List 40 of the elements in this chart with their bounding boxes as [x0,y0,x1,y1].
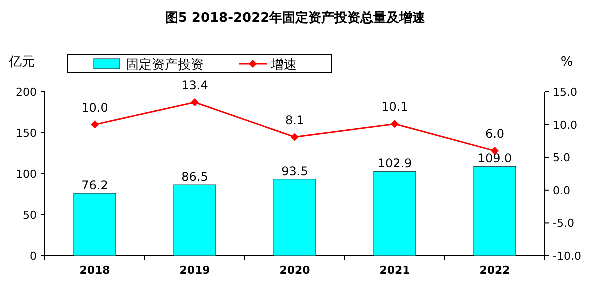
x-tick-label: 2021 [380,264,410,277]
y-tick-label: 200 [16,86,37,99]
data-label: 13.4 [182,78,208,92]
bar [74,193,116,256]
y-tick-label: 0 [30,250,37,263]
y-tick-label: 100 [16,168,37,181]
bar [474,166,516,256]
x-tick-label: 2022 [480,264,510,277]
y2-tick-label: 0.0 [553,184,570,198]
x-tick-label: 2019 [180,264,210,277]
x-tick-label: 2018 [80,264,110,277]
chart-title: 图5 2018-2022年固定资产投资总量及增速 [165,10,427,26]
y-tick-label: 50 [23,209,37,222]
y2-tick-label: -5.0 [553,217,574,230]
point [91,120,99,129]
data-label: 86.5 [182,170,208,184]
data-label: 102.9 [378,156,412,171]
y2-tick-label: 15.0 [553,86,578,99]
y-axis-title: 亿元 [8,55,35,70]
point [391,120,399,128]
bar [274,179,316,256]
data-label: 76.2 [82,178,108,193]
y2-tick-label: -10.0 [553,250,582,263]
data-label: 109.0 [478,152,512,166]
data-label: 93.5 [282,164,308,178]
data-label: 10.0 [82,100,108,115]
bar [174,184,216,256]
point [291,133,299,142]
y-tick-label: 150 [16,127,37,140]
legend-label: 增速 [270,58,297,73]
data-label: 8.1 [285,113,305,128]
data-label: 6.0 [485,127,505,142]
point [191,98,199,106]
data-label: 10.1 [382,100,408,114]
y2-tick-label: 5.0 [553,152,570,165]
legend-label: 固定资产投资 [126,58,204,73]
y2-axis-title: % [560,55,574,70]
x-tick-label: 2020 [280,264,311,277]
bar [374,171,416,256]
y2-tick-label: 10.0 [553,118,578,132]
